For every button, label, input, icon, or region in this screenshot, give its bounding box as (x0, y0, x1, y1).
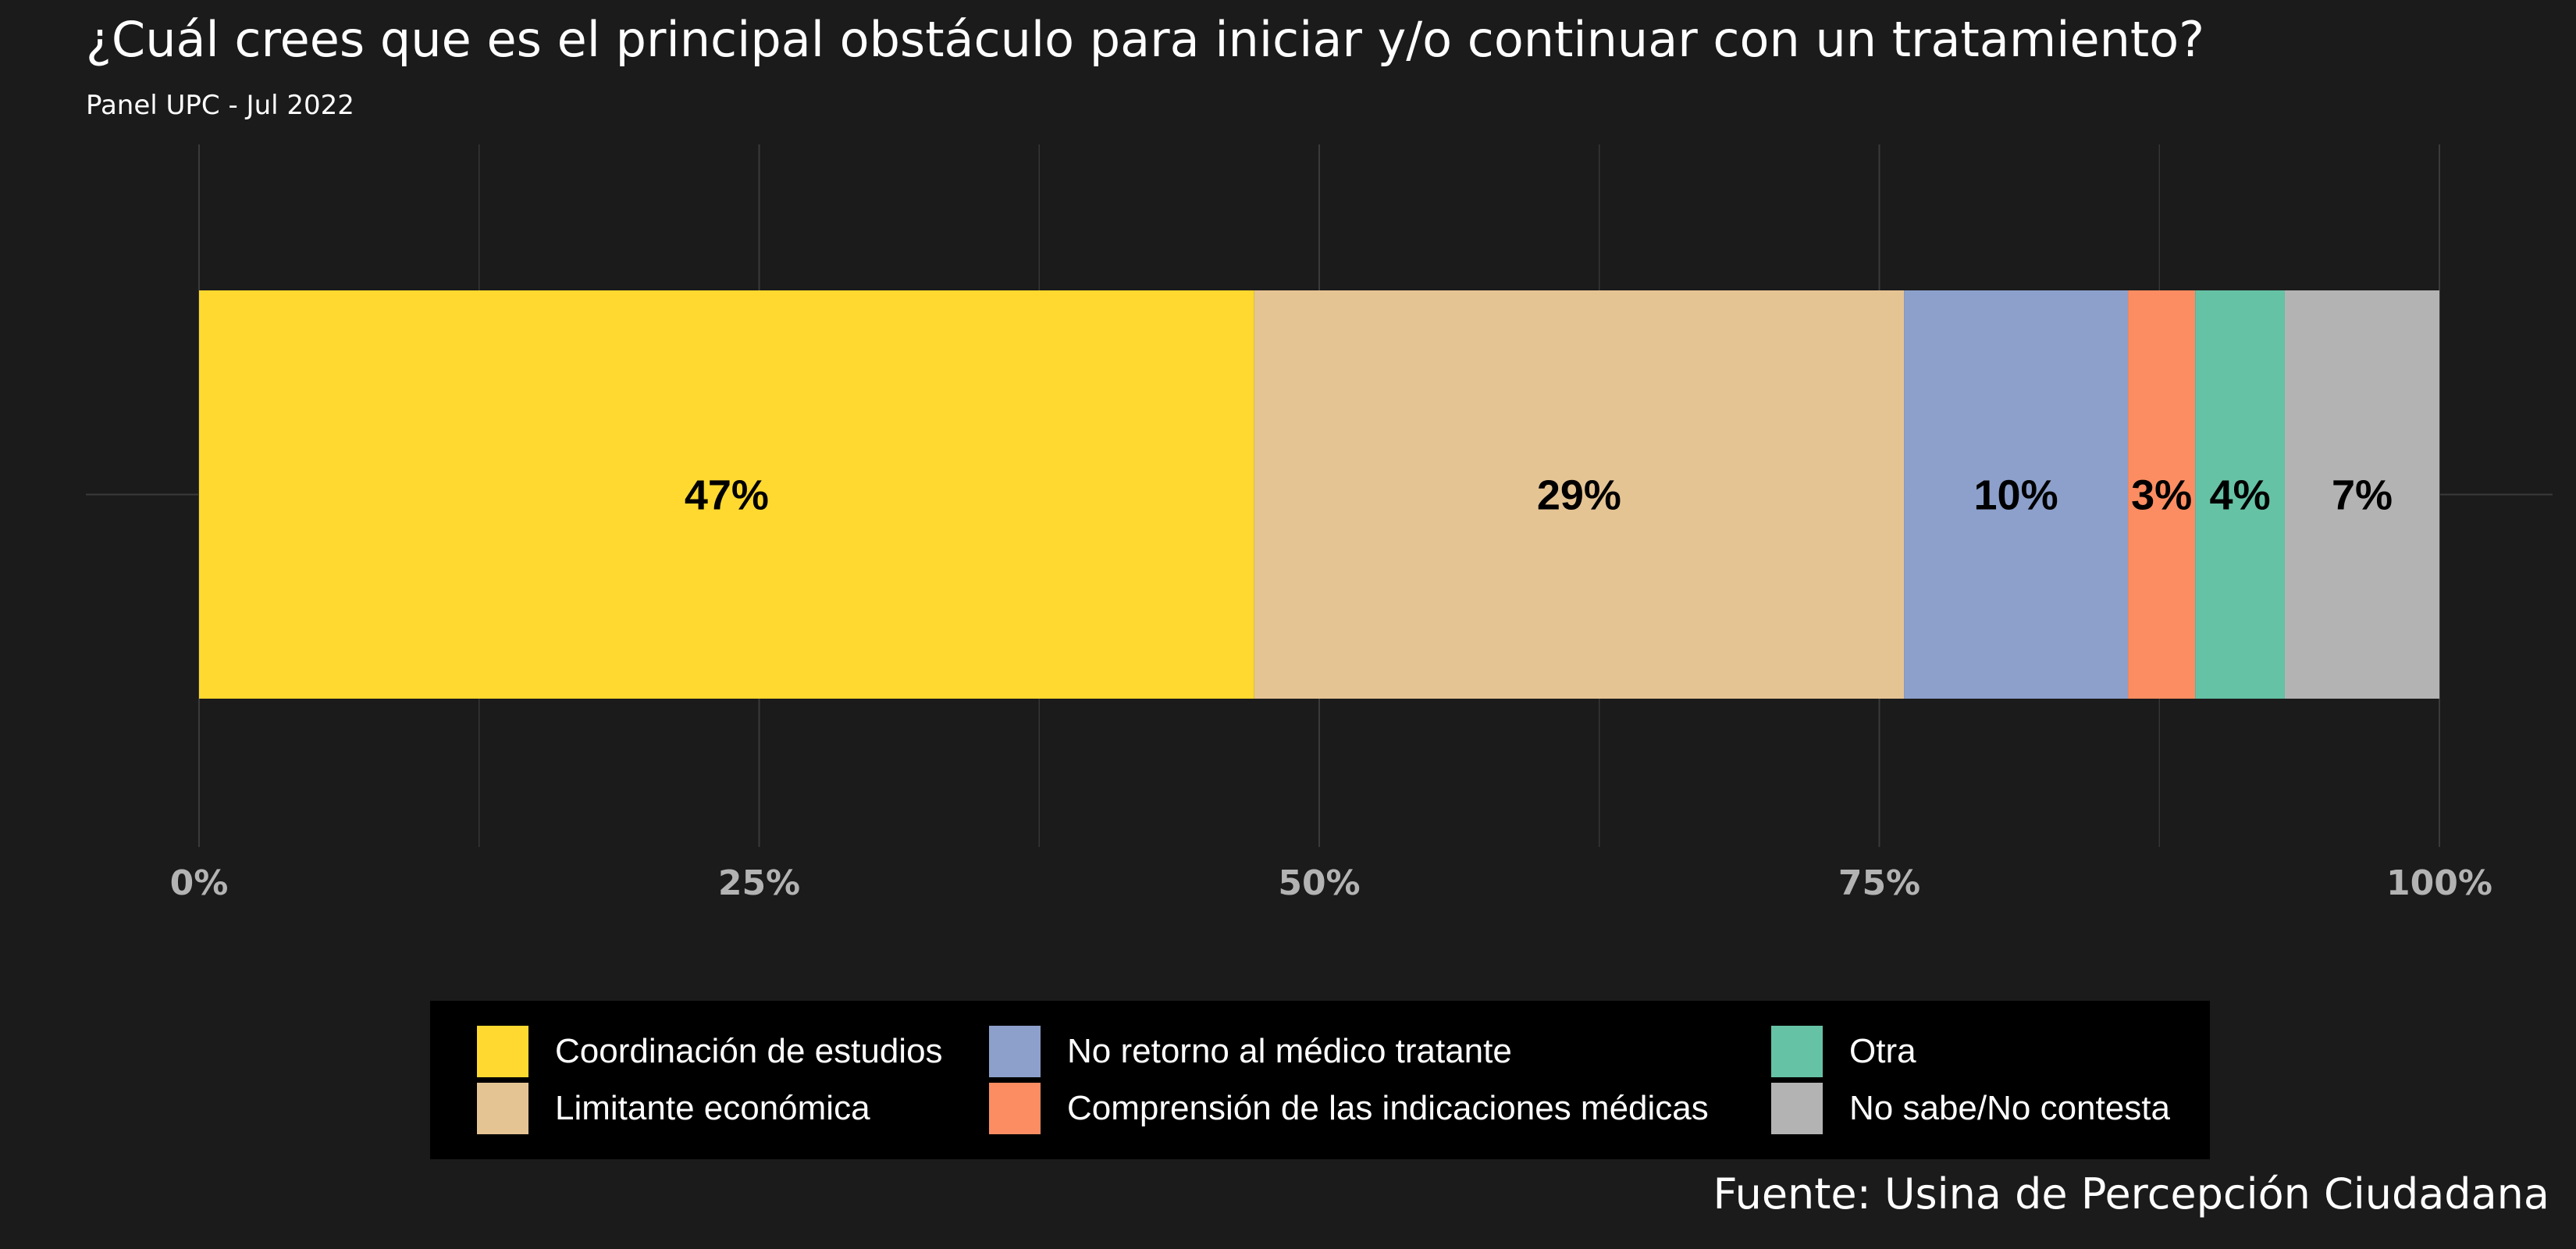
legend-swatch (1771, 1083, 1823, 1134)
legend-label: Otra (1849, 1032, 1916, 1070)
legend-item-limitante: Limitante económica (477, 1080, 870, 1137)
bar-segment-4 (2195, 290, 2285, 699)
legend-item-no-sabe: No sabe/No contesta (1771, 1080, 2170, 1137)
bar-segment-3 (2128, 290, 2196, 699)
legend-item-coordinacion: Coordinación de estudios (477, 1023, 943, 1080)
legend-item-no-retorno: No retorno al médico tratante (989, 1023, 1512, 1080)
legend-item-otra: Otra (1771, 1023, 1916, 1080)
legend-label: Comprensión de las indicaciones médicas (1067, 1089, 1709, 1127)
chart-subtitle: Panel UPC - Jul 2022 (86, 90, 354, 121)
bar-segment-0 (199, 290, 1254, 699)
bar-segments (199, 290, 2439, 699)
legend-item-comprension: Comprensión de las indicaciones médicas (989, 1080, 1709, 1137)
data-labels: 47% 29% 10% 3% 4% 7% (685, 472, 2393, 519)
data-label: 7% (2332, 472, 2393, 519)
legend-swatch (477, 1026, 528, 1077)
x-tick-label: 50% (1278, 863, 1360, 903)
legend-swatch (989, 1083, 1041, 1134)
legend-swatch (477, 1083, 528, 1134)
legend-label: No sabe/No contesta (1849, 1089, 2170, 1127)
legend-swatch (1771, 1026, 1823, 1077)
chart-title: ¿Cuál crees que es el principal obstácul… (86, 11, 2204, 68)
chart-caption: Fuente: Usina de Percepción Ciudadana (1713, 1169, 2549, 1219)
legend: Coordinación de estudios Limitante econó… (430, 1001, 2210, 1159)
bar-segment-1 (1254, 290, 1905, 699)
data-label: 3% (2131, 472, 2192, 519)
x-tick-label: 100% (2386, 863, 2492, 903)
data-label: 47% (685, 472, 769, 519)
legend-swatch (989, 1026, 1041, 1077)
data-label: 4% (2210, 472, 2271, 519)
x-tick-label: 25% (718, 863, 800, 903)
legend-label: No retorno al médico tratante (1067, 1032, 1512, 1070)
data-label: 10% (1974, 472, 2058, 519)
legend-label: Coordinación de estudios (555, 1032, 943, 1070)
x-tick-label: 75% (1838, 863, 1920, 903)
bar-segment-2 (1904, 290, 2129, 699)
bar-segment-5 (2284, 290, 2439, 699)
x-axis-tick-labels: 0% 25% 50% 75% 100% (170, 863, 2492, 903)
x-tick-label: 0% (170, 863, 229, 903)
legend-label: Limitante económica (555, 1089, 870, 1127)
data-label: 29% (1537, 472, 1621, 519)
